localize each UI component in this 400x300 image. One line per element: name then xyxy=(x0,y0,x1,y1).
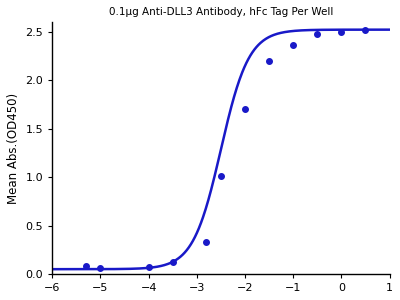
Title: 0.1μg Anti-DLL3 Antibody, hFc Tag Per Well: 0.1μg Anti-DLL3 Antibody, hFc Tag Per We… xyxy=(109,7,333,17)
Y-axis label: Mean Abs.(OD450): Mean Abs.(OD450) xyxy=(7,92,20,203)
